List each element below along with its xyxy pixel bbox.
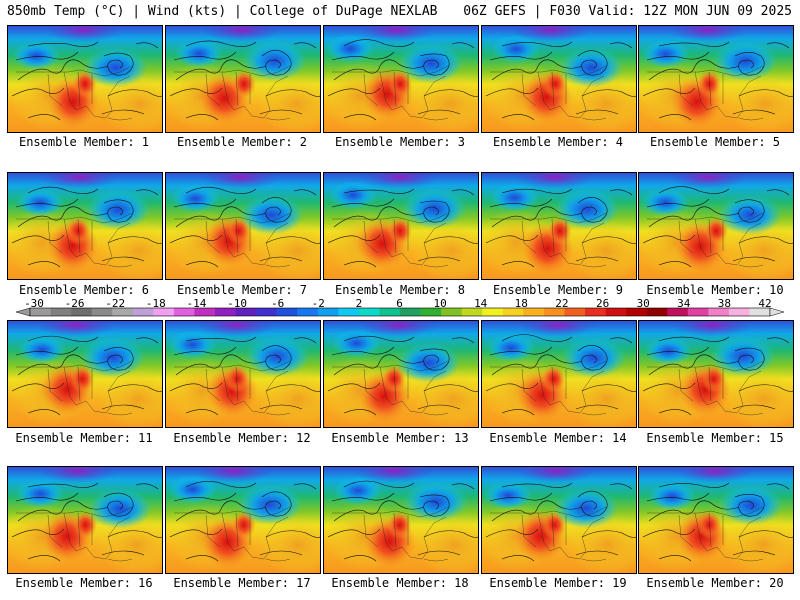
colorbar-swatch [564, 308, 586, 316]
ensemble-member-map [323, 466, 479, 574]
colorbar-swatch [153, 308, 175, 316]
ensemble-member-label: Ensemble Member: 12 [173, 431, 311, 445]
ensemble-member-label: Ensemble Member: 4 [492, 135, 624, 149]
ensemble-member-map [7, 172, 163, 280]
colorbar-swatch [50, 308, 72, 316]
colorbar-swatch [358, 308, 380, 316]
colorbar-swatch [646, 308, 668, 316]
colorbar-swatch [338, 308, 360, 316]
ensemble-member-label: Ensemble Member: 15 [646, 431, 784, 445]
colorbar-swatch [379, 308, 401, 316]
colorbar-swatch [256, 308, 277, 316]
ensemble-member-map [165, 172, 321, 280]
ensemble-member-map [638, 25, 794, 133]
colorbar-swatch [749, 308, 771, 316]
ensemble-member-map [481, 320, 637, 428]
colorbar-swatch [91, 308, 113, 316]
colorbar-swatch [502, 308, 524, 316]
colorbar-tick-label: 26 [595, 297, 610, 310]
ensemble-member-map [7, 466, 163, 574]
ensemble-member-label: Ensemble Member: 2 [176, 135, 308, 149]
colorbar-tick-label: 30 [636, 297, 650, 310]
ensemble-member-map [638, 320, 794, 428]
colorbar-swatch [173, 308, 195, 316]
ensemble-member-map [323, 25, 479, 133]
colorbar-tick-label: 14 [474, 297, 488, 310]
colorbar-tick-label: -30 [24, 297, 44, 310]
colorbar-swatch [461, 308, 483, 316]
colorbar-tick-label: 6 [396, 297, 403, 310]
ensemble-member-label: Ensemble Member: 19 [489, 576, 627, 590]
colorbar-swatch [215, 308, 236, 316]
ensemble-member-label: Ensemble Member: 13 [331, 431, 469, 445]
colorbar-swatch [400, 308, 421, 316]
temperature-colorbar [15, 307, 785, 317]
ensemble-member-label: Ensemble Member: 14 [489, 431, 627, 445]
colorbar-swatch [297, 308, 319, 316]
colorbar-tick-label: 18 [514, 297, 528, 310]
ensemble-member-label: Ensemble Member: 1 [18, 135, 150, 149]
ensemble-member-label: Ensemble Member: 10 [646, 283, 784, 297]
ensemble-member-label: Ensemble Member: 7 [176, 283, 308, 297]
colorbar-swatch [132, 308, 154, 316]
colorbar-tick-label: 42 [758, 297, 772, 310]
colorbar-swatch [667, 308, 689, 316]
colorbar-swatch [235, 308, 257, 316]
colorbar-tick-label: 38 [717, 297, 732, 310]
colorbar-swatch [728, 308, 750, 316]
ensemble-member-map [165, 320, 321, 428]
colorbar-tick-label: -18 [145, 297, 166, 310]
colorbar-swatch [482, 308, 504, 316]
ensemble-member-map [323, 172, 479, 280]
ensemble-member-label: Ensemble Member: 17 [173, 576, 311, 590]
ensemble-member-label: Ensemble Member: 8 [334, 283, 466, 297]
ensemble-member-map [7, 25, 163, 133]
colorbar-tick-label: -6 [271, 297, 285, 310]
ensemble-member-map [638, 466, 794, 574]
colorbar-tick-label: 22 [555, 297, 569, 310]
colorbar-tick-label: -26 [64, 297, 85, 310]
colorbar-swatch [441, 308, 462, 316]
colorbar-tick-label: 10 [433, 297, 447, 310]
colorbar-swatch [605, 308, 627, 316]
colorbar-swatch [708, 308, 730, 316]
colorbar-tick-label: -2 [311, 297, 325, 310]
colorbar-swatch [626, 308, 647, 316]
map-title: 850mb Temp (°C) | Wind (kts) | College o… [7, 4, 438, 19]
colorbar-swatch [585, 308, 606, 316]
colorbar-tick-label: -14 [186, 297, 207, 310]
colorbar-tick-label: 2 [355, 297, 363, 310]
ensemble-member-map [638, 172, 794, 280]
colorbar-tick-label: -10 [227, 297, 248, 310]
ensemble-member-map [165, 25, 321, 133]
ensemble-member-label: Ensemble Member: 9 [492, 283, 624, 297]
ensemble-member-label: Ensemble Member: 16 [15, 576, 153, 590]
colorbar-swatch [30, 308, 51, 316]
colorbar-swatch [194, 308, 216, 316]
ensemble-member-map [481, 466, 637, 574]
model-run-info: 06Z GEFS | F030 Valid: 12Z MON JUN 09 20… [463, 4, 792, 19]
ensemble-member-map [7, 320, 163, 428]
colorbar-swatch [71, 308, 92, 316]
colorbar-tick-label: 34 [677, 297, 691, 310]
colorbar-right-arrow [769, 307, 785, 317]
colorbar-swatch [112, 308, 134, 316]
ensemble-member-map [323, 320, 479, 428]
ensemble-member-label: Ensemble Member: 6 [18, 283, 150, 297]
colorbar-swatch [317, 308, 339, 316]
ensemble-member-label: Ensemble Member: 5 [649, 135, 781, 149]
colorbar-swatch [420, 308, 442, 316]
colorbar-swatch [543, 308, 565, 316]
ensemble-member-map [165, 466, 321, 574]
colorbar-tick-label: -22 [105, 297, 126, 310]
ensemble-member-label: Ensemble Member: 20 [646, 576, 784, 590]
ensemble-member-map [481, 172, 637, 280]
colorbar-swatch [276, 308, 298, 316]
ensemble-member-label: Ensemble Member: 3 [334, 135, 466, 149]
colorbar-swatch [687, 308, 709, 316]
ensemble-member-label: Ensemble Member: 11 [15, 431, 153, 445]
colorbar-swatch [523, 308, 545, 316]
ensemble-member-map [481, 25, 637, 133]
ensemble-member-label: Ensemble Member: 18 [331, 576, 469, 590]
